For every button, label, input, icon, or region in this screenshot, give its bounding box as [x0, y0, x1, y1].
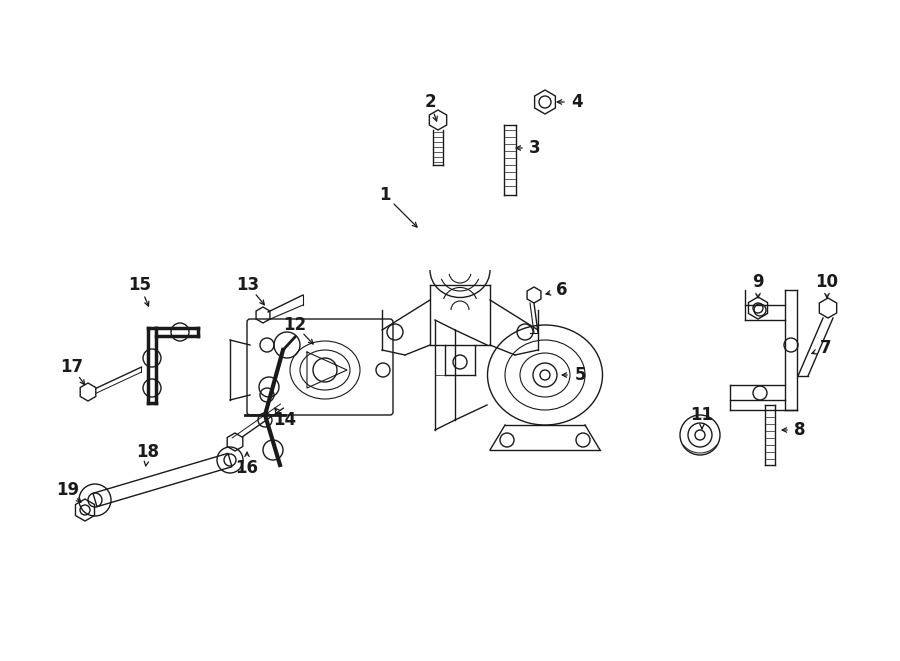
Text: 17: 17: [60, 358, 84, 376]
Text: 12: 12: [284, 316, 307, 334]
Text: 2: 2: [424, 93, 436, 111]
Text: 15: 15: [129, 276, 151, 294]
Text: 11: 11: [690, 406, 714, 424]
Text: 13: 13: [237, 276, 259, 294]
Text: 19: 19: [57, 481, 79, 499]
Text: 8: 8: [794, 421, 806, 439]
Text: 9: 9: [752, 273, 764, 291]
Text: 18: 18: [137, 443, 159, 461]
Text: 10: 10: [815, 273, 839, 291]
Text: 7: 7: [820, 339, 832, 357]
Text: 14: 14: [274, 411, 297, 429]
Text: 1: 1: [379, 186, 391, 204]
Text: 16: 16: [236, 459, 258, 477]
Text: 3: 3: [529, 139, 541, 157]
Text: 4: 4: [572, 93, 583, 111]
Text: 5: 5: [574, 366, 586, 384]
Text: 6: 6: [556, 281, 568, 299]
